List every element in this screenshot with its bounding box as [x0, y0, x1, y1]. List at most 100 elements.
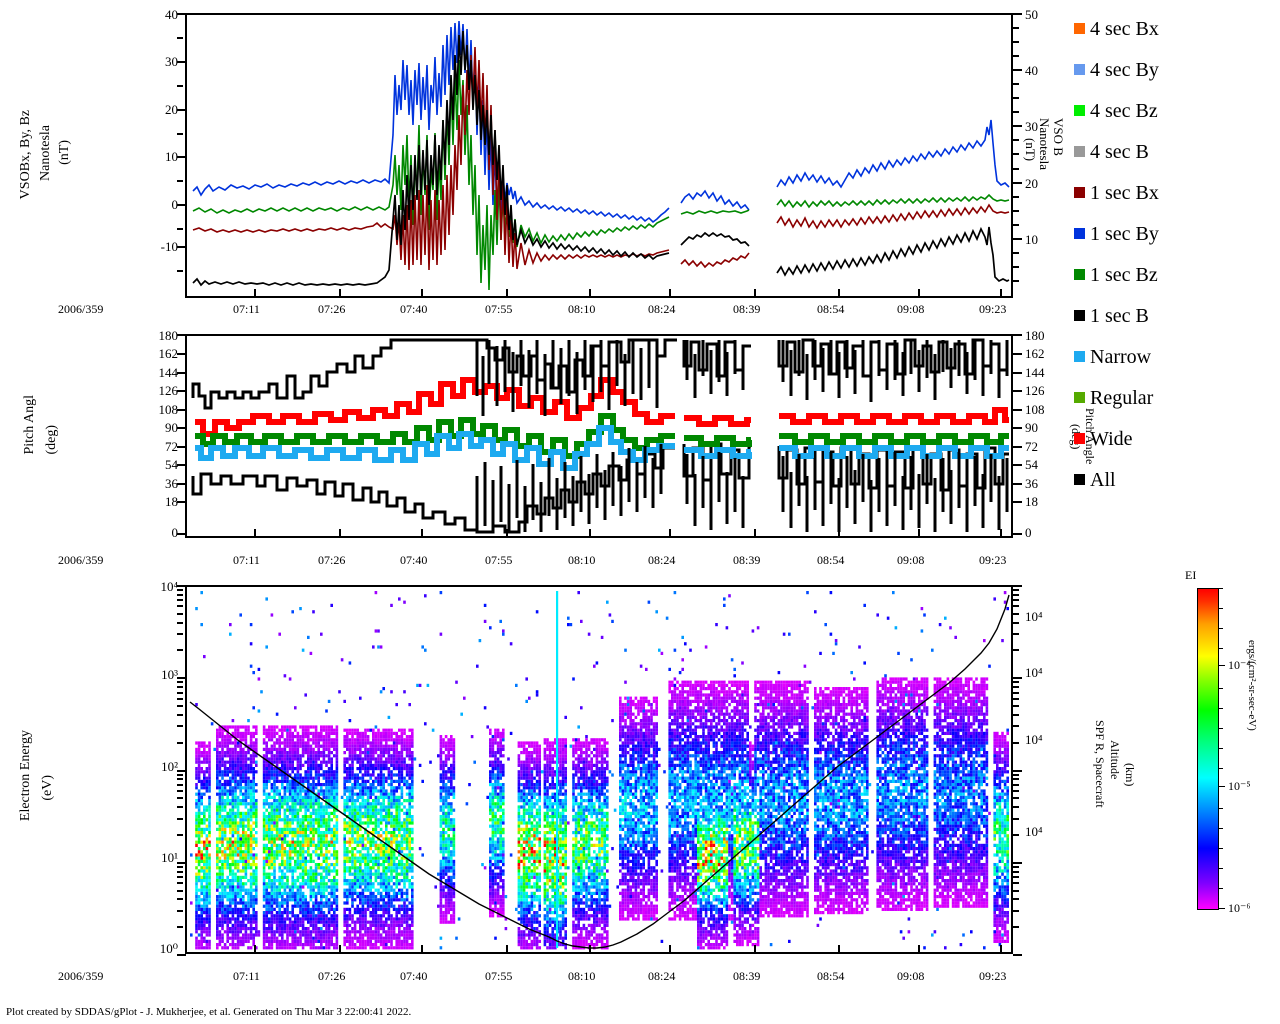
legend-item-all[interactable]: All: [1074, 459, 1274, 500]
legend-item-regular[interactable]: Regular: [1074, 377, 1274, 418]
p2-yl-54: 54: [165, 457, 178, 472]
axis-major-tick: [177, 585, 186, 587]
legend-item-4-sec-bx[interactable]: 4 sec Bx: [1074, 8, 1274, 49]
legend-item-narrow[interactable]: Narrow: [1074, 336, 1274, 377]
p3-date: 2006/359: [58, 969, 104, 983]
colorbar-minor-tick: [1219, 628, 1223, 629]
p2-xt-8: 09:08: [897, 553, 925, 567]
p3-xt-1: 07:26: [318, 969, 346, 983]
p2-yr-36: 36: [1025, 476, 1038, 491]
p3-yr-b: 10⁴: [1025, 665, 1043, 680]
axis-minor-tick: [177, 612, 183, 615]
spectrogram-cells: [190, 591, 1009, 950]
p2-yr-126: 126: [1025, 383, 1045, 398]
p1-ylab-30: 30: [165, 54, 178, 69]
axis-minor-tick: [1013, 649, 1019, 652]
legend-item-4-sec-by[interactable]: 4 sec By: [1074, 49, 1274, 90]
axis-minor-tick: [177, 691, 183, 694]
p2-yl-90: 90: [165, 420, 178, 435]
trace-regular-s2: [684, 435, 752, 447]
colorbar-units: ergs/(cm²-sr-sec-eV): [1246, 640, 1258, 731]
colorbar-minor-tick: [1219, 848, 1223, 849]
legend-label: 4 sec B: [1090, 140, 1149, 163]
p3-yr-l2: Altitude: [1108, 740, 1122, 780]
p1-xt-0: 07:11: [233, 302, 260, 316]
axis-minor-tick: [1013, 789, 1019, 792]
axis-minor-tick: [177, 697, 183, 700]
axis-minor-tick: [1013, 593, 1019, 596]
legend-item-4-sec-bz[interactable]: 4 sec Bz: [1074, 90, 1274, 131]
trace-1sec-b: [192, 30, 670, 287]
legend-item-wide[interactable]: Wide: [1074, 418, 1274, 459]
axis-minor-tick: [1013, 889, 1019, 892]
trace-regular: [195, 413, 675, 459]
colorbar-minor-tick: [1219, 608, 1223, 609]
axis-minor-tick: [177, 865, 183, 868]
p3-yr-l1: SPF R, Spacecraft: [1093, 720, 1107, 808]
legend-item-1-sec-b[interactable]: 1 sec B: [1074, 295, 1274, 336]
p2-yl-180: 180: [158, 328, 179, 343]
axis-minor-tick: [1013, 621, 1019, 624]
panel3-ylabel-right-1: SPF R, Spacecraft: [1092, 720, 1107, 808]
axis-minor-tick: [1013, 612, 1019, 615]
legend-swatch-icon: [1074, 433, 1085, 444]
p1-yrlab-50: 50: [1025, 7, 1038, 22]
panel1-ylabel-left: VSOBx, By, Bz: [18, 110, 34, 199]
axis-minor-tick: [177, 889, 183, 892]
colorbar-minor-tick: [1219, 648, 1223, 649]
trace-1sec-b-seg3: [776, 226, 1010, 283]
p3-xt-0: 07:11: [233, 969, 260, 983]
p2-yr-108: 108: [1025, 402, 1045, 417]
trace-regular-s3: [779, 433, 1009, 445]
p3-yl-l2: (eV): [40, 775, 55, 801]
p2-yr-54: 54: [1025, 457, 1038, 472]
axis-minor-tick: [177, 797, 183, 800]
panel1-ylabel-left-line2: Nanotesla: [38, 125, 53, 181]
axis-minor-tick: [1013, 882, 1019, 885]
p2-yl-l1: Pitch Angl: [22, 395, 37, 455]
axis-minor-tick: [1013, 806, 1019, 809]
legend-item-1-sec-bz[interactable]: 1 sec Bz: [1074, 254, 1274, 295]
axis-minor-tick: [177, 741, 183, 744]
p3-yl-1e4: 10⁴: [160, 579, 178, 594]
trace-1sec-bx-seg3: [776, 203, 1010, 230]
legend-item-1-sec-by[interactable]: 1 sec By: [1074, 213, 1274, 254]
axis-minor-tick: [177, 876, 183, 879]
axis-minor-tick: [1013, 797, 1019, 800]
p1-xt-9: 09:23: [979, 302, 1007, 316]
axis-minor-tick: [1013, 833, 1019, 836]
axis-major-tick: [177, 954, 186, 956]
legend-label: Wide: [1090, 427, 1133, 450]
panel2-ylabel-right-1: Pitch Angle: [1082, 408, 1097, 464]
axis-minor-tick: [177, 725, 183, 728]
trace-narrow: [195, 425, 675, 471]
colorbar-minor-tick: [1219, 748, 1223, 749]
p2-yr-90: 90: [1025, 420, 1038, 435]
legend-swatch-icon: [1074, 64, 1085, 75]
legend: 4 sec Bx 4 sec By 4 sec Bz 4 sec B 1 sec Bx 1…: [1074, 8, 1274, 500]
legend-item-4-sec-b[interactable]: 4 sec B: [1074, 131, 1274, 172]
p3-xt-5: 08:24: [648, 969, 676, 983]
legend-label: Narrow: [1090, 345, 1152, 368]
panel3-ylabel-right-3: (km): [1122, 763, 1137, 786]
legend-item-1-sec-bx[interactable]: 1 sec Bx: [1074, 172, 1274, 213]
p2-xt-1: 07:26: [318, 553, 346, 567]
p3-yl-1e1: 10¹: [161, 850, 178, 865]
legend-label: 1 sec Bx: [1090, 181, 1159, 204]
p3-yl-1e0: 10⁰: [159, 941, 178, 956]
trace-1sec-bx: [192, 46, 670, 271]
trace-narrow-s3: [779, 445, 1009, 459]
p1-xt-6: 08:39: [733, 302, 761, 316]
p3-yr-a: 10⁴: [1025, 609, 1043, 624]
panel1-plot: [187, 15, 1011, 296]
colorbar-gradient: [1197, 588, 1219, 910]
trace-wide-s3: [779, 407, 1009, 425]
legend-label: 4 sec By: [1090, 58, 1159, 81]
trace-all-lower: [191, 446, 675, 534]
colorbar-minor-tick: [1219, 708, 1223, 709]
axis-minor-tick: [177, 789, 183, 792]
colorbar-minor-tick: [1219, 828, 1223, 829]
axis-major-tick: [1013, 769, 1022, 772]
legend-label: 1 sec Bz: [1090, 263, 1158, 286]
legend-swatch-icon: [1074, 351, 1085, 362]
